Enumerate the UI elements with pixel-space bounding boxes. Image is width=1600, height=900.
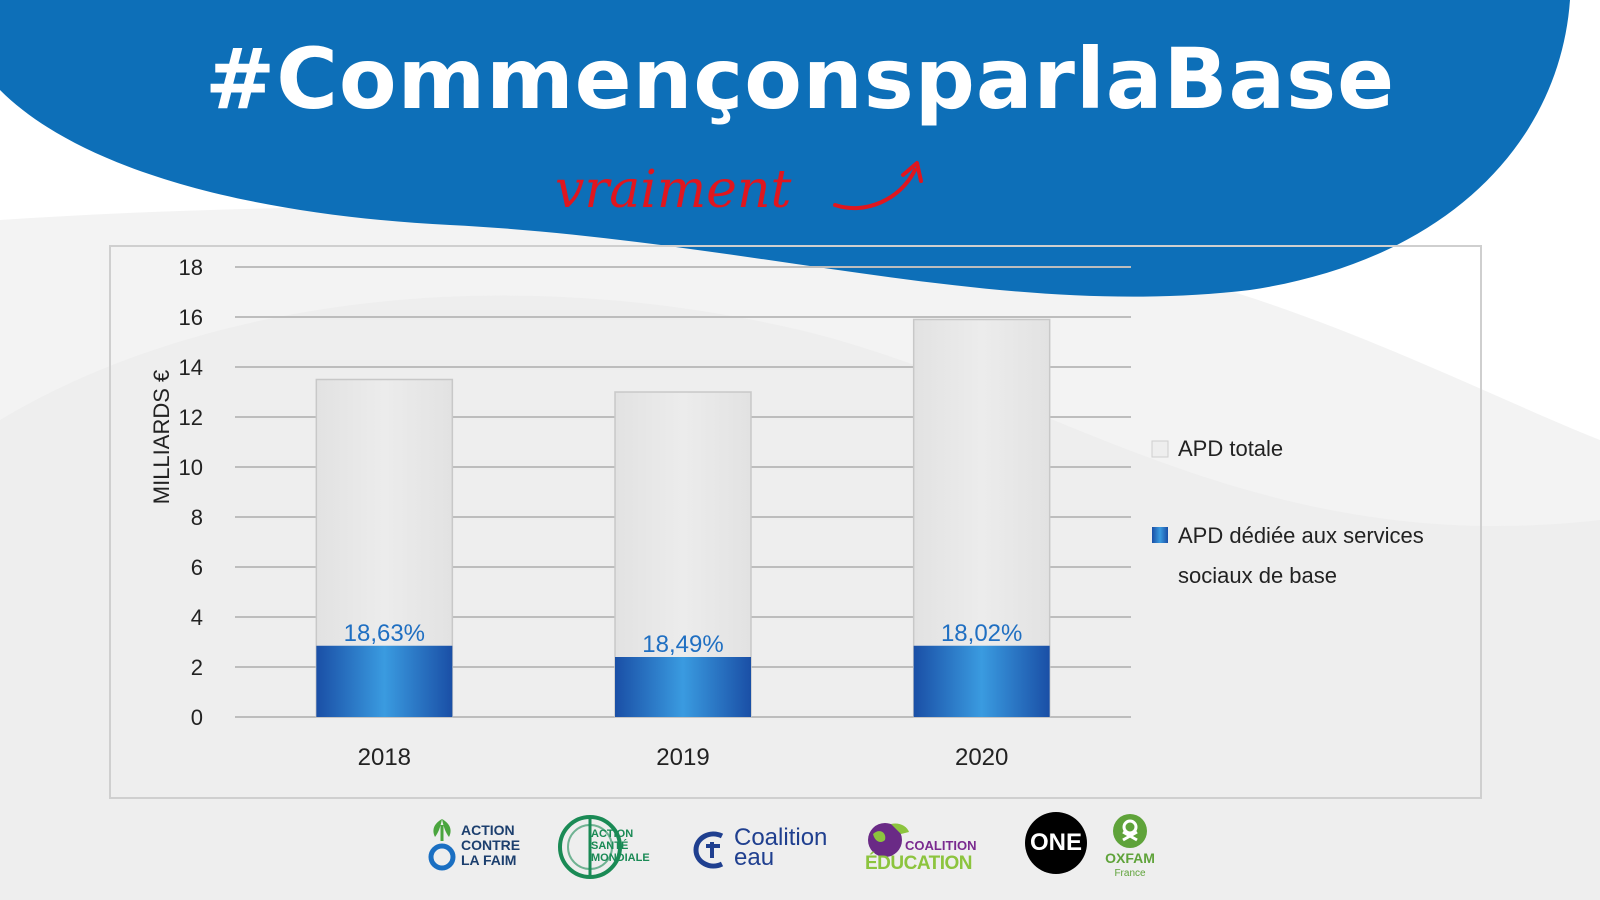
oxfam-country: France	[1114, 868, 1146, 879]
y-tick-label: 2	[191, 655, 203, 680]
coalition-education-line2: ÉDUCATION	[865, 853, 973, 874]
logo-action-sante-mondiale: ACTION SANTÉ MONDIALE	[555, 812, 665, 882]
partner-logos: ACTION CONTRE LA FAIM ACTION SANTÉ MONDI…	[400, 810, 1200, 890]
legend-swatch-total	[1151, 440, 1169, 458]
logo-coalition-eau: Coalition eau	[692, 824, 842, 874]
data-label: 18,63%	[344, 620, 425, 647]
leaf-icon	[428, 819, 456, 871]
legend-swatch-basic	[1152, 527, 1168, 543]
legend-label-basic-line2: sociaux de base	[1178, 563, 1337, 588]
asm-line1: ACTION	[591, 828, 634, 840]
y-tick-label: 0	[191, 705, 203, 730]
globe-icon	[558, 815, 622, 879]
legend-label-basic-line1: APD dédiée aux services	[1178, 523, 1424, 548]
y-tick-label: 18	[179, 255, 203, 280]
oxfam-icon	[1113, 814, 1147, 848]
logo-coalition-education: COALITION ÉDUCATION	[865, 820, 985, 880]
acf-line3: LA FAIM	[461, 852, 517, 868]
bar-basic-services	[316, 645, 453, 717]
y-axis-label: MILLIARDS €	[149, 370, 174, 505]
coalition-eau-line1: Coalition	[734, 824, 828, 851]
y-tick-label: 16	[179, 305, 203, 330]
y-tick-label: 8	[191, 505, 203, 530]
water-drop-icon	[693, 831, 724, 869]
logo-action-contre-la-faim: ACTION CONTRE LA FAIM	[425, 815, 535, 875]
data-label: 18,02%	[941, 620, 1022, 647]
x-tick-label: 2019	[656, 744, 709, 771]
logo-one: ONE	[1025, 812, 1087, 874]
asm-line2: SANTÉ	[591, 840, 629, 852]
vraiment-annotation: vraiment	[555, 160, 935, 230]
globe-icon	[868, 823, 909, 857]
acf-line1: ACTION	[461, 822, 515, 838]
y-tick-label: 12	[179, 405, 203, 430]
oxfam-name: OXFAM	[1105, 850, 1155, 866]
coalition-eau-line2: eau	[734, 844, 775, 871]
data-label: 18,49%	[642, 631, 723, 658]
chart-frame: 0 2 4 6 8 10 12 14 16 18 18,63% 2018 18,49% 2019 18,02…	[109, 245, 1482, 799]
coalition-education-line1: COALITION	[905, 838, 977, 853]
acf-line2: CONTRE	[461, 837, 521, 853]
header-banner	[0, 0, 1570, 297]
y-tick-label: 10	[179, 455, 203, 480]
asm-line3: MONDIALE	[591, 852, 650, 864]
x-tick-label: 2018	[358, 744, 411, 771]
y-tick-label: 14	[179, 355, 203, 380]
y-tick-label: 4	[191, 605, 203, 630]
x-tick-label: 2020	[955, 744, 1008, 771]
vraiment-text: vraiment	[555, 160, 792, 220]
y-tick-label: 6	[191, 555, 203, 580]
bar-basic-services	[615, 657, 751, 717]
bar-chart: 0 2 4 6 8 10 12 14 16 18 18,63% 2018 18,49% 2019 18,02…	[149, 255, 1424, 771]
arrow-up-icon	[833, 161, 923, 211]
legend-label-total: APD totale	[1178, 436, 1283, 461]
logo-oxfam: OXFAM France	[1100, 812, 1160, 882]
hashtag-title: #CommençonsparlaBase	[204, 30, 1396, 128]
bar-basic-services	[913, 645, 1050, 717]
